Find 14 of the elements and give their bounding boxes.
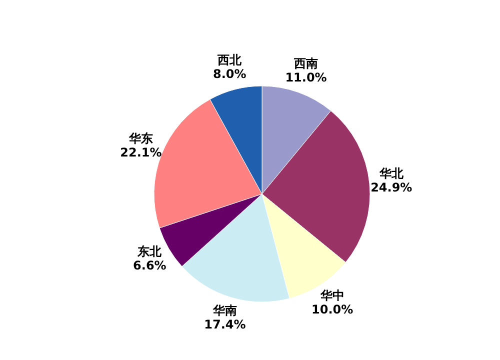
slice-label: 西南 [293,56,318,71]
data-label: 17.4% [204,318,246,332]
data-label: 24.9% [370,180,412,194]
slice-label: 华中 [319,288,344,302]
slice-label: 华东 [128,132,153,146]
data-label: 6.6% [133,258,166,272]
slice-label: 华北 [378,166,404,180]
data-label: 10.0% [312,302,354,316]
data-label: 8.0% [213,67,246,82]
data-label: 22.1% [120,146,162,160]
slice-label: 华南 [212,304,237,318]
slice-label: 西北 [216,53,243,68]
slice-label: 东北 [136,244,163,258]
data-label: 11.0% [285,70,327,85]
